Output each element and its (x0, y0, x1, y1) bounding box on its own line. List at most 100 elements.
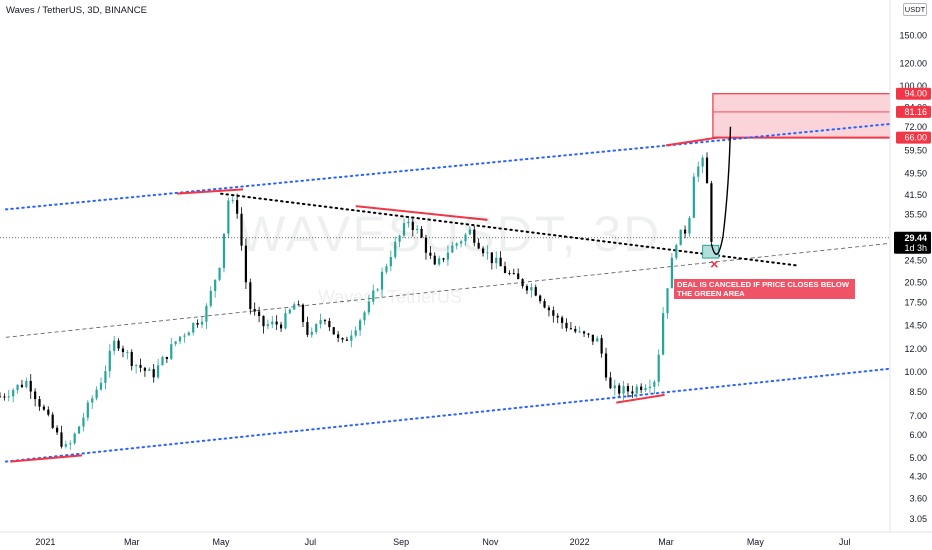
price-tick-label: 12.00 (904, 344, 927, 354)
candle-down (253, 309, 256, 312)
candle-down (152, 369, 155, 378)
candle-up (227, 200, 230, 234)
time-tick-label: Sep (393, 537, 409, 547)
candle-up (648, 386, 652, 388)
candle-up (697, 166, 700, 177)
candle-up (354, 330, 357, 336)
resistance-zone[interactable] (712, 93, 897, 139)
price-tick-label: 35.50 (904, 210, 927, 220)
candle-up (315, 324, 318, 332)
mid-trend-dashed-line[interactable] (5, 242, 896, 338)
candle-up (69, 443, 72, 445)
candle-up (675, 245, 678, 258)
candle-up (596, 338, 599, 342)
highlight-segment[interactable] (177, 188, 244, 195)
candle-up (446, 252, 450, 260)
candle-up (99, 382, 103, 390)
price-level-badge[interactable] (896, 87, 931, 100)
highlight-segment[interactable] (355, 205, 488, 221)
highlight-segment[interactable] (10, 454, 83, 463)
lower-channel-line[interactable] (4, 367, 897, 463)
projection-path[interactable] (710, 126, 732, 255)
symbol-title[interactable]: Waves / TetherUS, 3D, BINANCE (6, 5, 147, 16)
highlight-segment[interactable] (616, 393, 665, 404)
candle-down (569, 328, 572, 330)
candle-down (345, 339, 349, 341)
candle-down (121, 348, 125, 353)
candle-up (692, 176, 695, 218)
candle-up (205, 305, 208, 322)
price-tick-label: 17.50 (904, 297, 927, 307)
candle-down (543, 301, 546, 308)
candle-up (657, 354, 660, 382)
candle-down (499, 257, 502, 267)
price-tick-label: 4.30 (909, 472, 927, 482)
candle-up (108, 350, 111, 372)
candle-down (587, 333, 590, 335)
price-level-badge[interactable] (896, 131, 931, 144)
candle-down (512, 273, 515, 275)
candle-down (332, 327, 335, 335)
price-tick-label: 72.00 (904, 122, 927, 132)
drawing-layer-back (0, 93, 897, 463)
candle-down (323, 320, 327, 322)
candle-down (244, 245, 248, 283)
candle-down (521, 279, 524, 287)
upper-channel-line[interactable] (4, 122, 897, 211)
candle-down (604, 353, 608, 378)
candle-down (565, 322, 568, 329)
candle-down (42, 406, 46, 410)
candle-down (631, 391, 634, 394)
cancel-condition-note: DEAL IS CANCELED IF PRICE CLOSES BELOW T… (674, 279, 855, 299)
highlight-segment[interactable] (665, 136, 718, 147)
candle-down (503, 266, 507, 273)
candle-down (249, 282, 252, 310)
candle-up (622, 386, 625, 394)
symbol-watermark-description: Waves / TetherUS (318, 287, 463, 307)
candle-up (222, 233, 226, 268)
candle-up (12, 390, 15, 397)
candle-down (600, 338, 603, 354)
candle-up (170, 344, 173, 359)
candle-up (701, 157, 704, 167)
candle-up (385, 266, 388, 272)
candle-down (710, 183, 713, 242)
price-tick-label: 120.00 (899, 58, 927, 68)
candle-down (556, 315, 559, 318)
candle-up (161, 356, 164, 366)
price-tick-label: 6.00 (909, 430, 927, 440)
candle-down (618, 385, 621, 394)
time-axis-background (0, 532, 932, 550)
candle-up (530, 287, 533, 291)
candle-down (683, 229, 687, 234)
price-axis[interactable]: 3.05 3.60 4.30 5.00 6.00 7.00 8.50 10.00 12.00 14… (889, 0, 932, 550)
green-area[interactable] (702, 244, 720, 259)
time-axis[interactable]: 2021 Mar May Jul Sep Nov 2022 Mar May Jul (0, 531, 932, 550)
candle-down (508, 272, 511, 274)
candle-up (86, 402, 89, 418)
candle-up (486, 252, 489, 254)
candle-up (64, 444, 67, 447)
candle-up (460, 241, 463, 244)
candle-up (407, 221, 410, 224)
candle-up (402, 223, 406, 236)
candle-up (104, 371, 107, 383)
price-tick-label: 150.00 (899, 31, 927, 41)
price-level-badge[interactable] (896, 105, 931, 118)
candle-up (135, 364, 138, 366)
candle-up (376, 289, 379, 291)
candle-up (209, 290, 212, 306)
candle-up (644, 387, 647, 391)
price-tick-label: 100.00 (899, 81, 927, 91)
currency-unit-button[interactable]: USDT (903, 3, 927, 16)
candle-down (306, 322, 309, 335)
candle-down (275, 321, 278, 325)
price-level-label: 81.16 (904, 107, 927, 117)
drawing-layer-front (10, 126, 732, 463)
candle-up (495, 257, 498, 264)
current-price-badge[interactable] (894, 231, 931, 254)
candle-up (95, 389, 98, 399)
candle-down (262, 315, 265, 327)
candle-up (358, 320, 362, 331)
